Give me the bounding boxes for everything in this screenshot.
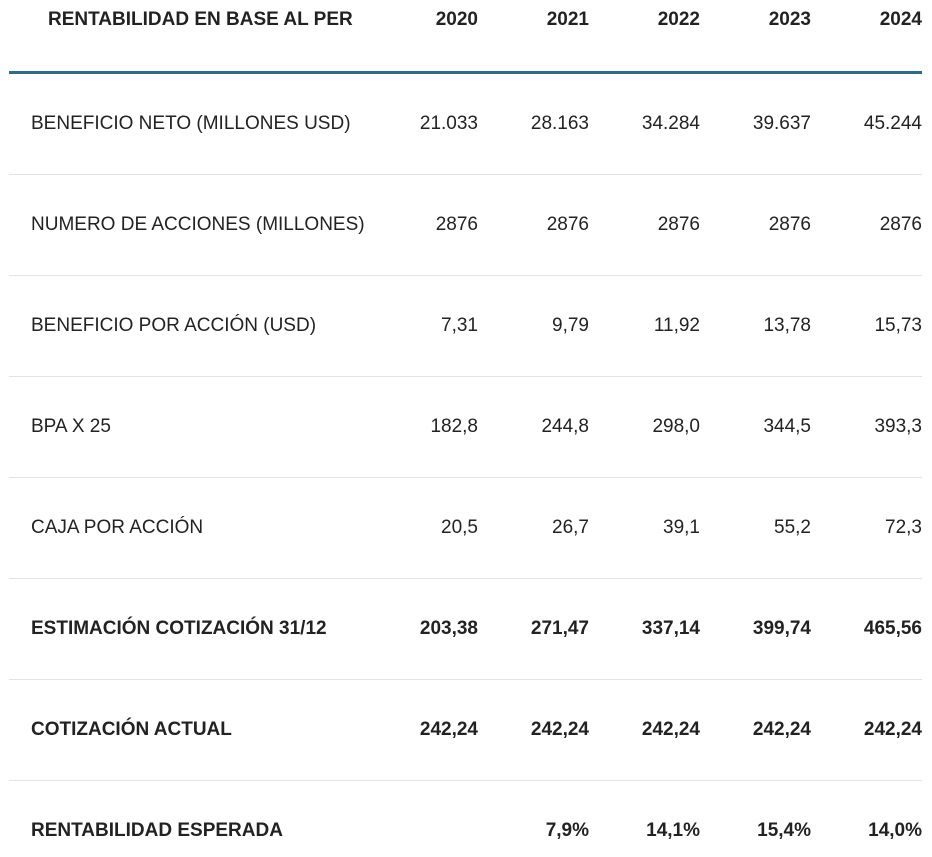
header-rule xyxy=(9,71,922,74)
row-label: RENTABILIDAD ESPERADA xyxy=(31,820,283,841)
row-label: COTIZACIÓN ACTUAL xyxy=(31,719,232,740)
cell-value: 393,3 xyxy=(874,416,922,437)
header-year: 2020 xyxy=(435,9,478,30)
cell-value: 39.637 xyxy=(752,113,811,134)
cell-value: 2876 xyxy=(768,214,811,235)
cell-value: 242,24 xyxy=(863,719,922,740)
cell-value: 182,8 xyxy=(430,416,478,437)
row-label: ESTIMACIÓN COTIZACIÓN 31/12 xyxy=(31,618,327,639)
row-label: BENEFICIO NETO (MILLONES USD) xyxy=(31,113,351,134)
cell-value: 34.284 xyxy=(641,113,700,134)
cell-value: 203,38 xyxy=(419,618,478,639)
cell-value: 242,24 xyxy=(641,719,700,740)
cell-value: 21.033 xyxy=(419,113,478,134)
cell-value: 15,73 xyxy=(874,315,922,336)
row-separator xyxy=(9,174,922,175)
cell-value: 271,47 xyxy=(530,618,589,639)
row-separator xyxy=(9,578,922,579)
row-label: BENEFICIO POR ACCIÓN (USD) xyxy=(31,315,317,336)
cell-value: 45.244 xyxy=(863,113,922,134)
cell-value: 7,9% xyxy=(545,820,589,841)
row-separator xyxy=(9,679,922,680)
header-year: 2022 xyxy=(657,9,700,30)
cell-value: 465,56 xyxy=(863,618,922,639)
cell-value: 2876 xyxy=(435,214,478,235)
cell-value: 244,8 xyxy=(541,416,589,437)
cell-value: 26,7 xyxy=(552,517,589,538)
cell-value: 2876 xyxy=(657,214,700,235)
cell-value: 14,0% xyxy=(868,820,922,841)
row-label: CAJA POR ACCIÓN xyxy=(31,517,204,538)
cell-value: 9,79 xyxy=(552,315,589,336)
row-separator xyxy=(9,477,922,478)
header-year: 2023 xyxy=(768,9,811,30)
cell-value: 11,92 xyxy=(653,315,700,336)
row-label: BPA X 25 xyxy=(31,416,111,437)
cell-value: 344,5 xyxy=(763,416,811,437)
cell-value: 2876 xyxy=(879,214,922,235)
cell-value: 2876 xyxy=(546,214,589,235)
cell-value: 399,74 xyxy=(752,618,811,639)
cell-value: 14,1% xyxy=(646,820,700,841)
cell-value: 55,2 xyxy=(774,517,811,538)
cell-value: 15,4% xyxy=(757,820,811,841)
header-year: 2024 xyxy=(879,9,922,30)
header-label: RENTABILIDAD EN BASE AL PER xyxy=(48,9,353,30)
cell-value: 242,24 xyxy=(419,719,478,740)
row-separator xyxy=(9,275,922,276)
cell-value: 13,78 xyxy=(763,315,811,336)
row-separator xyxy=(9,376,922,377)
header-year: 2021 xyxy=(546,9,589,30)
cell-value: 7,31 xyxy=(441,315,478,336)
row-separator xyxy=(9,780,922,781)
cell-value: 72,3 xyxy=(885,517,922,538)
cell-value: 242,24 xyxy=(752,719,811,740)
cell-value: 39,1 xyxy=(663,517,700,538)
cell-value: 298,0 xyxy=(652,416,700,437)
cell-value: 20,5 xyxy=(441,517,478,538)
cell-value: 242,24 xyxy=(530,719,589,740)
cell-value: 337,14 xyxy=(641,618,700,639)
cell-value: 28.163 xyxy=(530,113,589,134)
row-label: NUMERO DE ACCIONES (MILLONES) xyxy=(31,214,365,235)
